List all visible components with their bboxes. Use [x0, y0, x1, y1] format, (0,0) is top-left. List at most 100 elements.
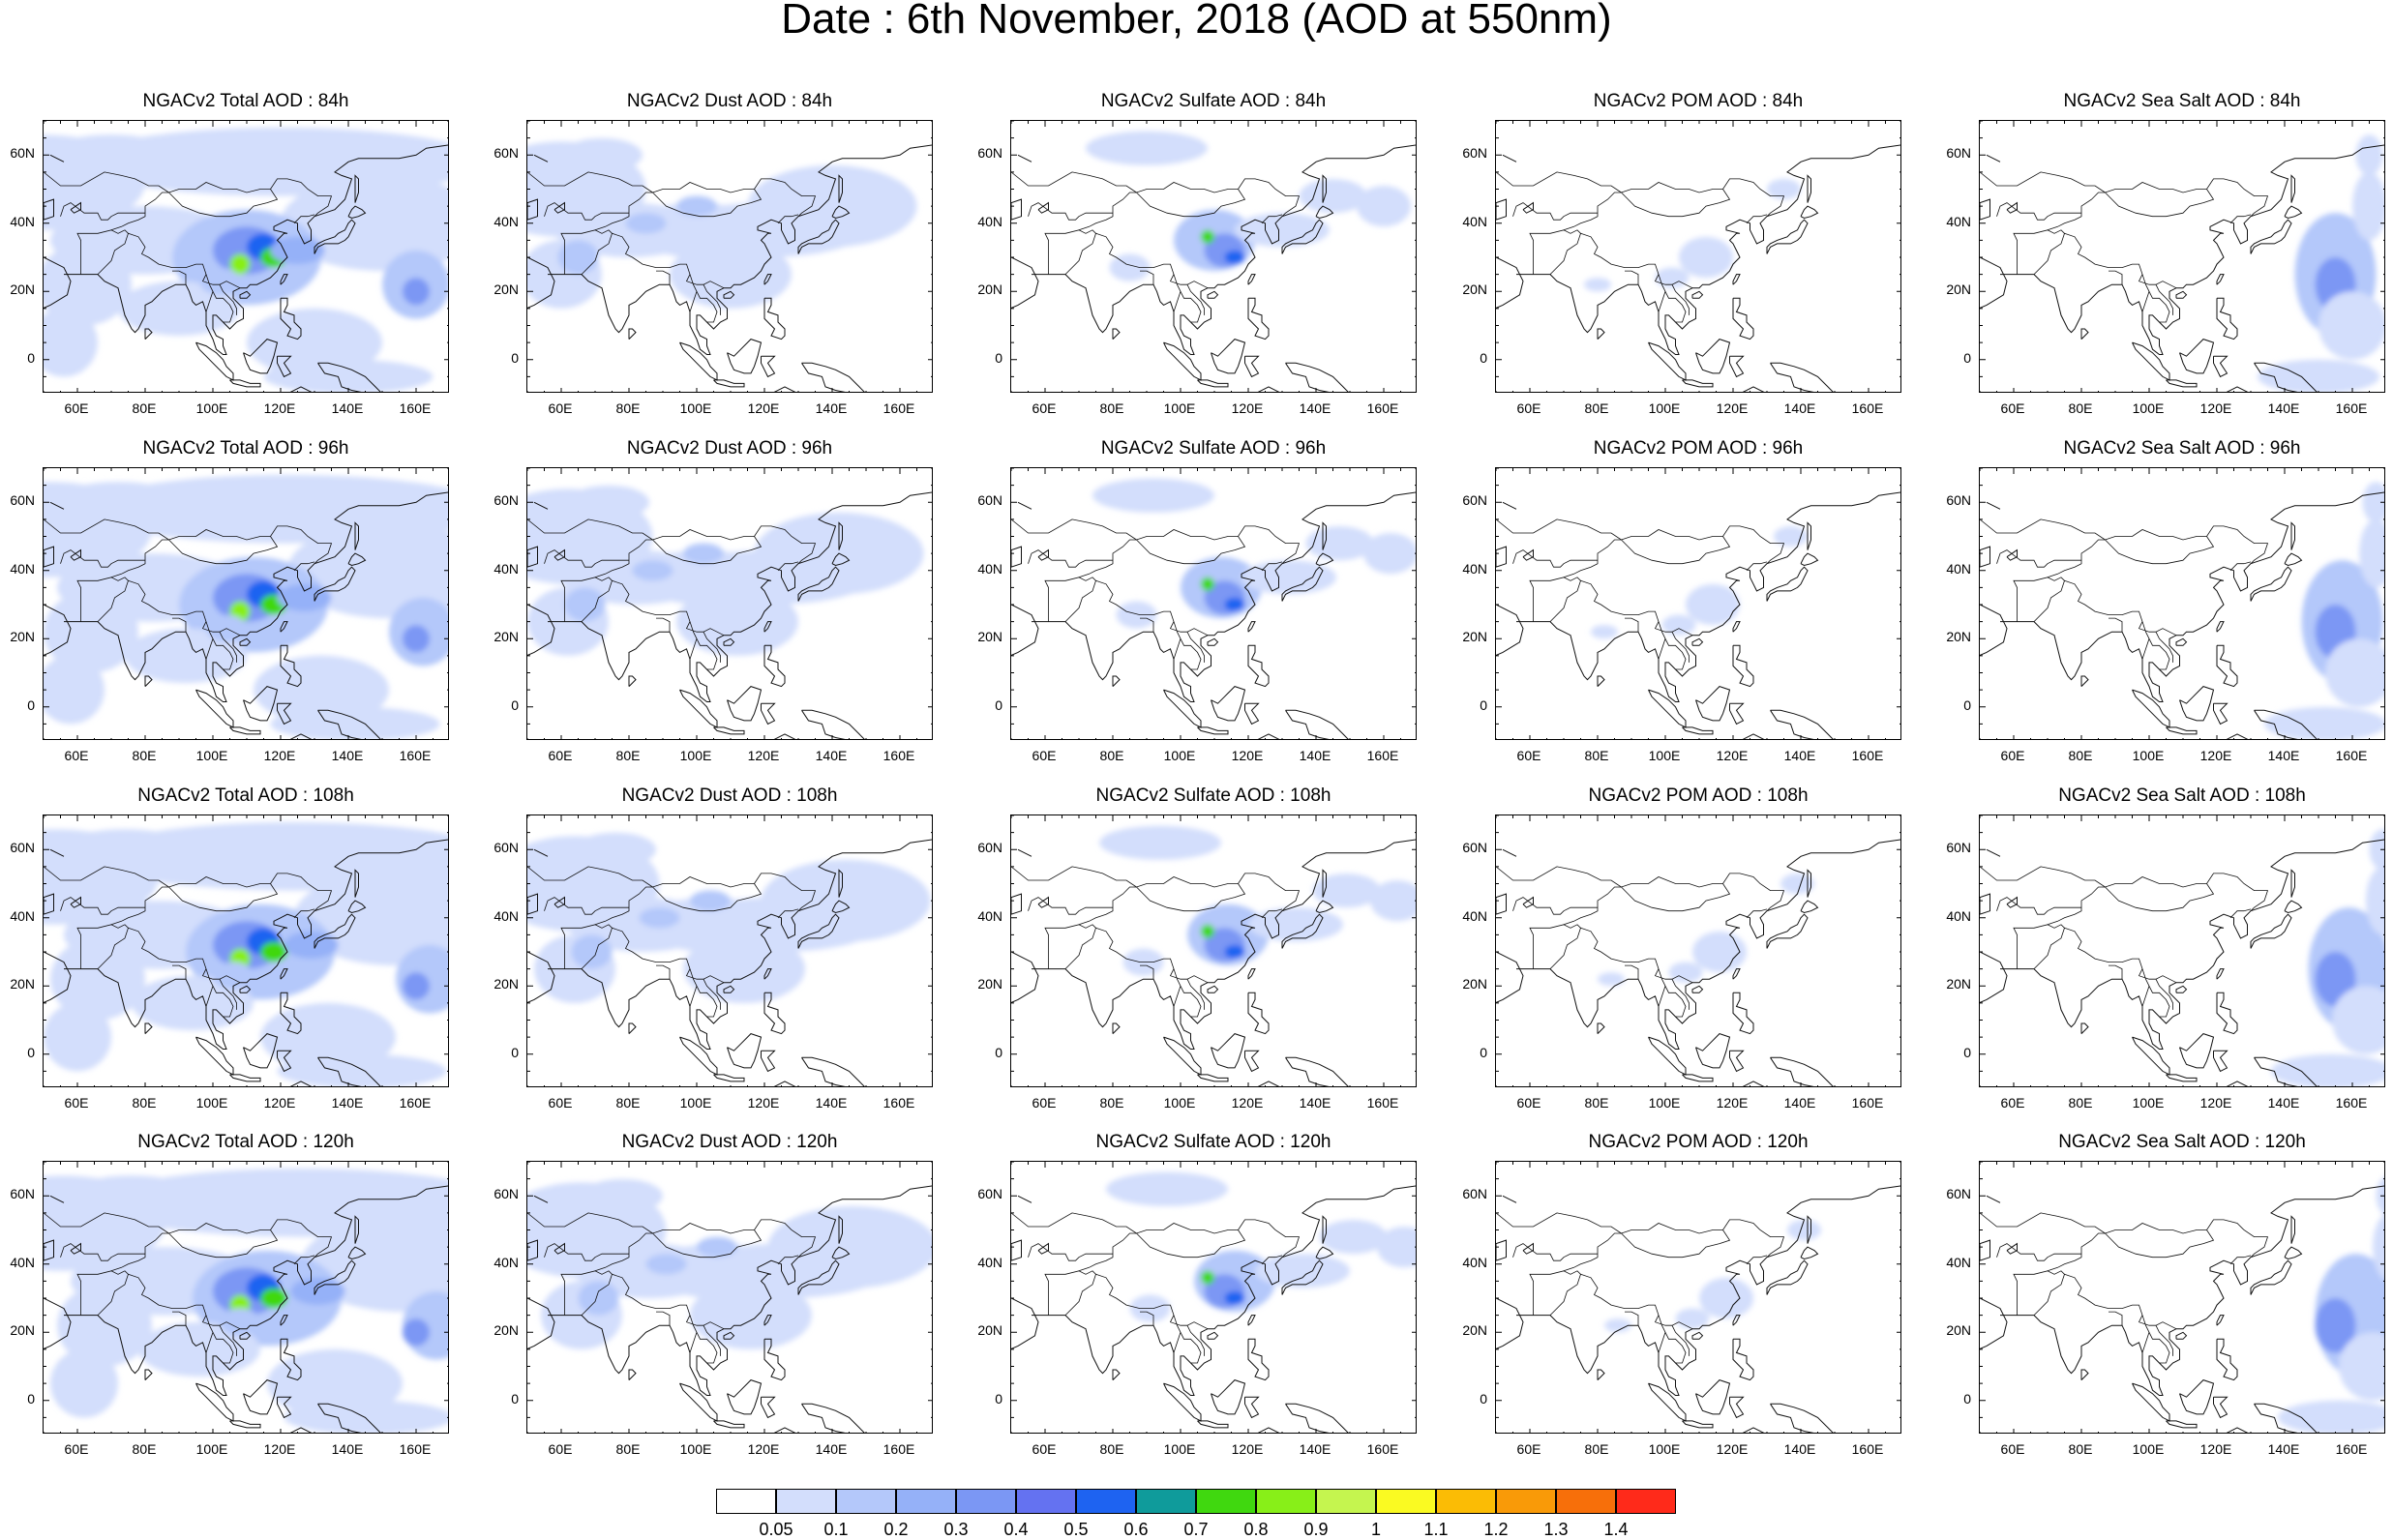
coastline	[2290, 869, 2295, 898]
coastline	[2213, 355, 2228, 378]
panel-title: NGACv2 Sulfate AOD : 108h	[1095, 785, 1331, 806]
country-border	[1028, 1243, 1113, 1261]
coastline	[548, 144, 932, 355]
coastline	[1522, 548, 1534, 561]
coastline	[1017, 848, 1032, 857]
coastline	[797, 1259, 840, 1295]
panel-title: NGACv2 Total AOD : 84h	[142, 91, 349, 111]
x-tick-label: 120E	[1716, 748, 1749, 763]
coastline	[1037, 548, 1049, 561]
x-tick-label: 120E	[1231, 400, 1264, 416]
coastline	[761, 702, 776, 726]
coastline	[1691, 985, 1704, 993]
x-tick-label: 160E	[882, 1441, 915, 1457]
y-tick-label: 40N	[1462, 213, 1487, 229]
country-border	[2047, 873, 2269, 926]
coastline	[2006, 1242, 2018, 1255]
aod-field	[1591, 525, 1808, 639]
coastline	[628, 328, 637, 340]
x-tick-label: 60E	[64, 748, 89, 763]
coastline	[2213, 1050, 2228, 1073]
y-tick-label: 40N	[977, 213, 1002, 229]
aod-region	[1604, 1318, 1631, 1333]
x-tick-label: 80E	[2068, 748, 2093, 763]
coastline	[44, 893, 54, 915]
coastline	[1766, 1259, 1809, 1295]
colorbar-swatch	[1136, 1489, 1196, 1514]
coastline	[2216, 644, 2238, 688]
map-plot	[1495, 1161, 1901, 1434]
coastline	[679, 689, 718, 728]
coastline	[713, 1420, 745, 1429]
aod-map	[527, 121, 932, 392]
country-border	[2105, 1229, 2215, 1259]
tick-marks	[1496, 121, 1900, 392]
coastline	[1742, 1427, 1765, 1433]
coastline	[64, 491, 448, 702]
tick-marks	[44, 468, 448, 739]
country-border	[1064, 579, 1209, 637]
coastline	[553, 548, 565, 561]
coastline	[64, 1185, 448, 1396]
colorbar-swatch	[1436, 1489, 1496, 1514]
panel-title: NGACv2 Dust AOD : 120h	[621, 1132, 838, 1152]
coastline	[2166, 1074, 2198, 1082]
country-border	[527, 518, 653, 541]
coastline	[797, 913, 840, 949]
country-border	[1746, 1255, 1768, 1265]
coastline	[277, 355, 292, 378]
x-tick-label: 120E	[747, 1095, 780, 1111]
coastline	[1257, 733, 1280, 739]
panel-title: NGACv2 Sulfate AOD : 120h	[1095, 1132, 1331, 1152]
aod-field	[1604, 1219, 1821, 1333]
aod-region	[44, 243, 132, 326]
coastline	[2290, 521, 2295, 550]
aod-region	[199, 267, 240, 295]
panel-title: NGACv2 POM AOD : 96h	[1593, 438, 1804, 459]
y-tick-label: 40N	[1946, 560, 1971, 577]
coastline	[1597, 675, 1605, 687]
country-border	[2148, 1332, 2170, 1364]
y-tick-label: 20N	[10, 1322, 35, 1339]
coastline	[44, 1239, 54, 1261]
aod-region	[2271, 1053, 2384, 1086]
coastline	[1211, 339, 1246, 374]
coastline	[801, 1056, 865, 1086]
y-tick-label: 60N	[1946, 1186, 1971, 1202]
coastline	[2000, 144, 2384, 355]
y-tick-label: 0	[1963, 696, 1971, 713]
aod-region	[697, 1236, 737, 1258]
country-border	[1140, 617, 1154, 633]
country-border	[60, 897, 145, 915]
coastline	[1011, 1239, 1022, 1261]
country-border	[2148, 638, 2170, 670]
coastline	[2284, 900, 2303, 914]
y-tick-label: 0	[995, 1390, 1002, 1407]
coastline	[533, 1195, 549, 1203]
map-plot	[43, 1161, 449, 1434]
aod-field	[1598, 873, 1814, 987]
y-tick-label: 60N	[494, 145, 519, 162]
coastline	[1496, 893, 1507, 915]
aod-region	[247, 308, 382, 377]
country-border	[1140, 270, 1154, 285]
country-border	[168, 1229, 279, 1259]
coastline	[289, 733, 313, 739]
country-border	[44, 518, 169, 541]
coastline	[1496, 256, 1524, 309]
x-tick-label: 60E	[1516, 748, 1541, 763]
panel-title: NGACv2 Sulfate AOD : 84h	[1100, 91, 1327, 111]
x-tick-label: 160E	[399, 1441, 432, 1457]
country-border	[1549, 927, 1693, 984]
coastlines	[44, 491, 448, 739]
coastline	[1742, 733, 1765, 739]
country-border	[1044, 577, 1096, 622]
country-border	[2047, 525, 2269, 578]
country-border	[1261, 214, 1283, 224]
coastline	[347, 205, 367, 220]
coastline	[1247, 297, 1270, 341]
country-border	[1529, 229, 1581, 275]
country-border	[1996, 1243, 2081, 1261]
aod-field	[44, 475, 448, 739]
country-border	[1671, 632, 1690, 663]
